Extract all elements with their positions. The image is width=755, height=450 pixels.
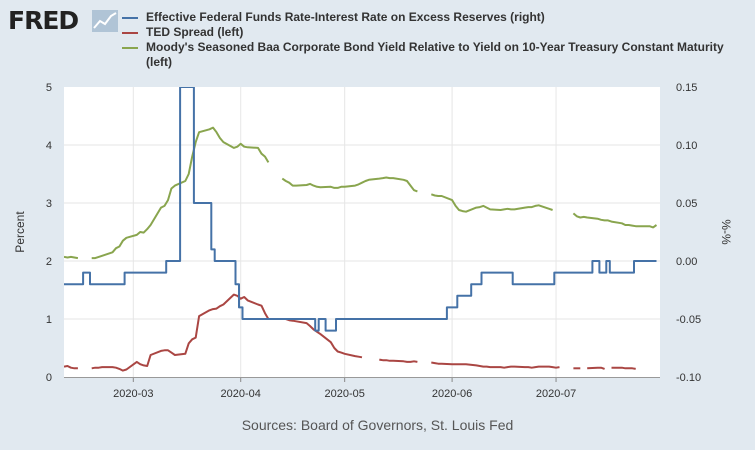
series-line-ted-spread: [91, 293, 270, 372]
series-line-ted-spread: [611, 366, 636, 370]
y-right-tick-label: -0.05: [676, 314, 701, 326]
y-right-tick-label: 0.00: [676, 256, 697, 268]
series-line-baa-spread: [281, 176, 418, 193]
fred-chart-icon: [92, 10, 118, 32]
series-line-ted-spread: [282, 318, 363, 359]
legend-label: Moody's Seasoned Baa Corporate Bond Yiel…: [146, 40, 724, 69]
x-tick-label: 2020-04: [221, 388, 261, 400]
legend-item-effr-iorr[interactable]: Effective Federal Funds Rate-Interest Ra…: [122, 10, 747, 25]
y-left-axis-label: Percent: [13, 211, 27, 253]
axes: 0 1 2 3 4 5 -0.10 -0.05 0.00 0.05 0.10 0.15 2020-03 2…: [13, 82, 733, 400]
y-right-tick-label: 0.15: [676, 82, 697, 94]
y-right-axis-label: %-%: [719, 219, 733, 245]
legend-label: TED Spread (left): [146, 25, 244, 39]
y-left-tick-label: 0: [46, 372, 52, 384]
plot-area: [64, 87, 660, 377]
y-right-tick-label: -0.10: [676, 372, 701, 384]
y-right-tick-label: 0.10: [676, 140, 697, 152]
series-line-effr-iorr: [64, 87, 657, 332]
x-tick-label: 2020-06: [432, 388, 472, 400]
chart-legend: Effective Federal Funds Rate-Interest Ra…: [122, 10, 747, 70]
series-line-ted-spread: [379, 358, 418, 363]
legend-item-baa-spread[interactable]: Moody's Seasoned Baa Corporate Bond Yiel…: [122, 40, 747, 70]
y-left-tick-label: 2: [46, 256, 52, 268]
legend-swatch-blue: [122, 17, 138, 19]
legend-swatch-green: [122, 47, 138, 49]
y-left-tick-label: 3: [46, 198, 52, 210]
x-tick-label: 2020-03: [113, 388, 153, 400]
series-line-ted-spread: [431, 361, 560, 369]
legend-label: Effective Federal Funds Rate-Interest Ra…: [146, 10, 545, 24]
legend-item-ted-spread[interactable]: TED Spread (left): [122, 25, 747, 40]
y-left-tick-label: 1: [46, 314, 52, 326]
fred-logo-text: FRED: [8, 6, 79, 35]
source-note: Sources: Board of Governors, St. Louis F…: [241, 417, 514, 433]
series-line-baa-spread: [430, 193, 553, 213]
fred-logo[interactable]: FRED: [8, 6, 118, 36]
series-line-baa-spread: [572, 212, 658, 229]
series-line-ted-spread: [64, 365, 78, 370]
y-right-tick-label: 0.05: [676, 198, 697, 210]
series-group: [64, 87, 658, 372]
y-left-tick-label: 4: [46, 140, 52, 152]
series-line-ted-spread: [587, 366, 605, 370]
legend-swatch-red: [122, 32, 138, 34]
y-left-tick-label: 5: [46, 82, 52, 94]
series-line-baa-spread: [64, 255, 79, 260]
x-tick-label: 2020-07: [536, 388, 576, 400]
x-tick-label: 2020-05: [324, 388, 364, 400]
